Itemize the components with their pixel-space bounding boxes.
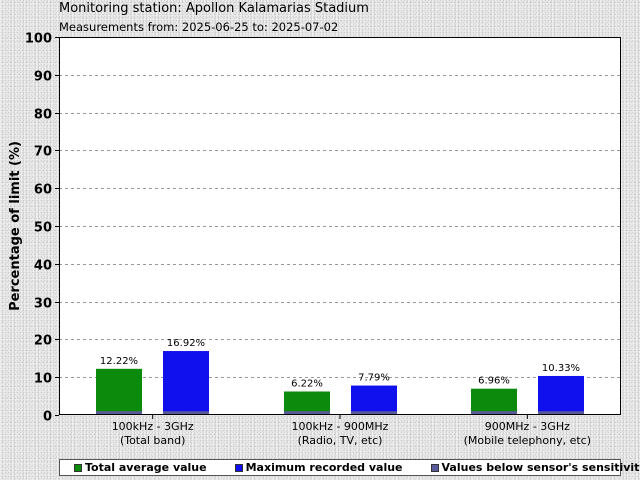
y-tick-label: 60 xyxy=(34,183,52,198)
x-tick-sublabel: (Mobile telephony, etc) xyxy=(464,434,591,447)
x-tick-sublabel: (Total band) xyxy=(120,434,185,447)
y-tick-label: 30 xyxy=(34,297,52,312)
plot-border xyxy=(59,37,621,415)
y-axis-title: Percentage of limit (%) xyxy=(8,141,23,311)
x-tick-label: 900MHz - 3GHz xyxy=(485,420,570,433)
data-label: 12.22% xyxy=(100,356,138,367)
bar-average xyxy=(284,391,330,415)
bar-maximum xyxy=(538,375,584,415)
data-label: 6.96% xyxy=(478,376,510,387)
y-tick-label: 100 xyxy=(25,32,52,47)
data-label: 10.33% xyxy=(542,363,580,374)
y-tick-label: 20 xyxy=(34,334,52,349)
bar-sensitivity-strip xyxy=(351,411,397,415)
legend-item-maximum: Maximum recorded value xyxy=(234,461,403,474)
chart-subtitle: Measurements from: 2025-06-25 to: 2025-0… xyxy=(59,20,339,34)
bar-maximum xyxy=(163,351,209,415)
y-tick-label: 50 xyxy=(34,221,52,236)
legend-swatch-maximum xyxy=(234,463,243,472)
bar-sensitivity-strip xyxy=(163,411,209,415)
data-label: 6.22% xyxy=(291,378,323,389)
x-tick-label: 100kHz - 3GHz xyxy=(112,420,194,433)
y-tick-label: 90 xyxy=(34,70,52,85)
legend-swatch-average xyxy=(74,463,82,472)
bar-average xyxy=(471,388,517,415)
chart-title: Monitoring station: Apollon Kalamarias S… xyxy=(59,1,369,16)
y-tick-label: 40 xyxy=(34,259,52,274)
legend-item-sensitivity: Values below sensor's sensitivity xyxy=(430,461,640,474)
legend-label-maximum: Maximum recorded value xyxy=(245,461,403,474)
x-tick-label: 100kHz - 900MHz xyxy=(292,420,389,433)
bar-sensitivity-strip xyxy=(471,411,517,415)
bar-sensitivity-strip xyxy=(538,411,584,415)
bar-sensitivity-strip xyxy=(96,411,142,415)
data-label: 16.92% xyxy=(167,338,205,349)
chart-legend: Total average value Maximum recorded val… xyxy=(59,459,640,476)
bar-average xyxy=(96,368,142,415)
y-tick-label: 80 xyxy=(34,108,52,123)
bar-maximum xyxy=(351,385,397,415)
x-tick-sublabel: (Radio, TV, etc) xyxy=(298,434,383,447)
legend-label-average: Total average value xyxy=(85,461,207,474)
data-label: 7.79% xyxy=(358,373,390,384)
legend-item-average: Total average value xyxy=(74,461,207,474)
y-tick-label: 10 xyxy=(34,372,52,387)
y-tick-label: 0 xyxy=(43,410,52,425)
legend-label-sensitivity: Values below sensor's sensitivity xyxy=(441,461,640,474)
legend-swatch-sensitivity xyxy=(430,463,439,472)
y-tick-label: 70 xyxy=(34,145,52,160)
bar-sensitivity-strip xyxy=(284,411,330,415)
